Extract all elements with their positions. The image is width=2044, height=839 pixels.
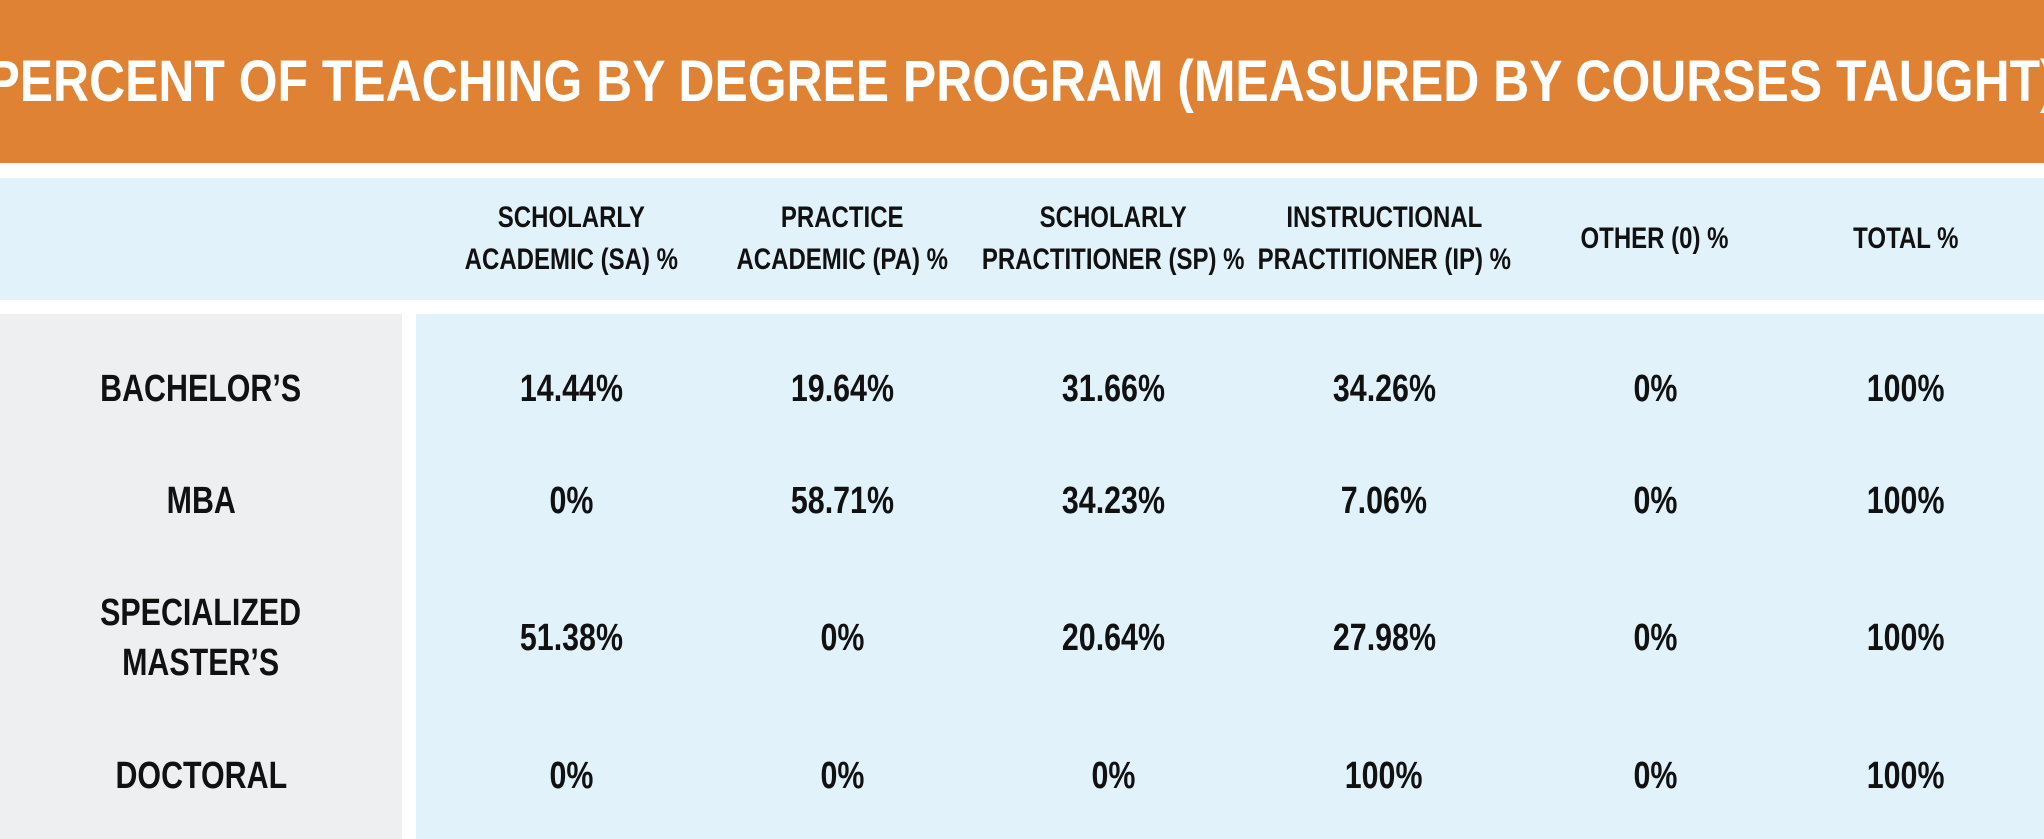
column-header: OTHER (0) %	[1520, 178, 1790, 300]
table-cell-value: 100%	[1867, 616, 1945, 659]
title-bar: PERCENT OF TEACHING BY DEGREE PROGRAM (M…	[0, 0, 2044, 163]
column-header-label: SCHOLARLY ACADEMIC (SA) %	[464, 201, 678, 276]
table-cell: 7.06%	[1249, 446, 1519, 556]
table-cell: 58.71%	[707, 446, 977, 556]
column-header: INSTRUCTIONAL PRACTITIONER (IP) %	[1249, 178, 1519, 300]
table-cell-value: 0%	[1091, 754, 1135, 797]
table-cell: 0%	[707, 583, 977, 693]
table-cell-value: 0%	[549, 754, 593, 797]
table-cell-value: 27.98%	[1332, 616, 1436, 659]
table-cell: 0%	[1520, 446, 1790, 556]
column-header-label: OTHER (0) %	[1580, 222, 1729, 255]
table-cell-value: 14.44%	[519, 367, 623, 410]
table-cell: 34.23%	[978, 446, 1248, 556]
table-cell: 100%	[1249, 721, 1519, 831]
chart-title: PERCENT OF TEACHING BY DEGREE PROGRAM (M…	[0, 49, 2044, 114]
column-header-label: TOTAL %	[1853, 222, 1959, 255]
table-cell: 0%	[436, 446, 706, 556]
table-cell: 0%	[1520, 721, 1790, 831]
table-cell: 14.44%	[436, 334, 706, 444]
table-cell: 34.26%	[1249, 334, 1519, 444]
column-header: TOTAL %	[1771, 178, 2041, 300]
table-cell-value: 0%	[820, 754, 864, 797]
table-cell-value: 0%	[1633, 754, 1677, 797]
column-header-band	[0, 178, 2044, 300]
table-cell-value: 58.71%	[790, 479, 894, 522]
table-cell: 31.66%	[978, 334, 1248, 444]
table-cell-value: 0%	[1633, 479, 1677, 522]
table-cell-value: 100%	[1867, 367, 1945, 410]
table-cell-value: 7.06%	[1340, 479, 1428, 522]
row-label: BACHELOR’S	[0, 334, 402, 444]
table-cell-value: 100%	[1345, 754, 1423, 797]
column-header: SCHOLARLY PRACTITIONER (SP) %	[978, 178, 1248, 300]
data-panel	[416, 314, 2044, 839]
table-cell-value: 0%	[1633, 616, 1677, 659]
table-cell-value: 100%	[1867, 479, 1945, 522]
table-cell: 100%	[1771, 583, 2041, 693]
table-cell: 0%	[1520, 583, 1790, 693]
row-label-panel	[0, 314, 402, 839]
column-header-label: PRACTICE ACADEMIC (PA) %	[736, 201, 948, 276]
table-cell: 27.98%	[1249, 583, 1519, 693]
table-cell-value: 34.26%	[1332, 367, 1436, 410]
table-cell: 0%	[978, 721, 1248, 831]
row-label: MBA	[0, 446, 402, 556]
row-label-text: SPECIALIZED MASTER’S	[100, 592, 302, 684]
row-label-text: BACHELOR’S	[100, 368, 302, 410]
table-cell-value: 51.38%	[519, 616, 623, 659]
row-label: DOCTORAL	[0, 721, 402, 831]
table-cell-value: 0%	[1633, 367, 1677, 410]
table-cell: 0%	[1520, 334, 1790, 444]
table-cell: 20.64%	[978, 583, 1248, 693]
table-cell-value: 31.66%	[1061, 367, 1165, 410]
table-cell: 0%	[707, 721, 977, 831]
table-cell-value: 19.64%	[790, 367, 894, 410]
table-cell-value: 34.23%	[1061, 479, 1165, 522]
table-cell-value: 0%	[549, 479, 593, 522]
table-cell: 0%	[436, 721, 706, 831]
table-cell: 100%	[1771, 721, 2041, 831]
table-cell: 100%	[1771, 446, 2041, 556]
table-cell-value: 100%	[1867, 754, 1945, 797]
column-header-label: INSTRUCTIONAL PRACTITIONER (IP) %	[1257, 201, 1511, 276]
row-label-text: DOCTORAL	[115, 755, 287, 797]
table-cell-value: 20.64%	[1061, 616, 1165, 659]
table-cell: 100%	[1771, 334, 2041, 444]
table-cell-value: 0%	[820, 616, 864, 659]
row-label-text: MBA	[166, 480, 236, 522]
row-label: SPECIALIZED MASTER’S	[0, 583, 402, 693]
table-cell: 51.38%	[436, 583, 706, 693]
column-header-label: SCHOLARLY PRACTITIONER (SP) %	[981, 201, 1245, 276]
column-header: PRACTICE ACADEMIC (PA) %	[707, 178, 977, 300]
column-header: SCHOLARLY ACADEMIC (SA) %	[436, 178, 706, 300]
table-cell: 19.64%	[707, 334, 977, 444]
